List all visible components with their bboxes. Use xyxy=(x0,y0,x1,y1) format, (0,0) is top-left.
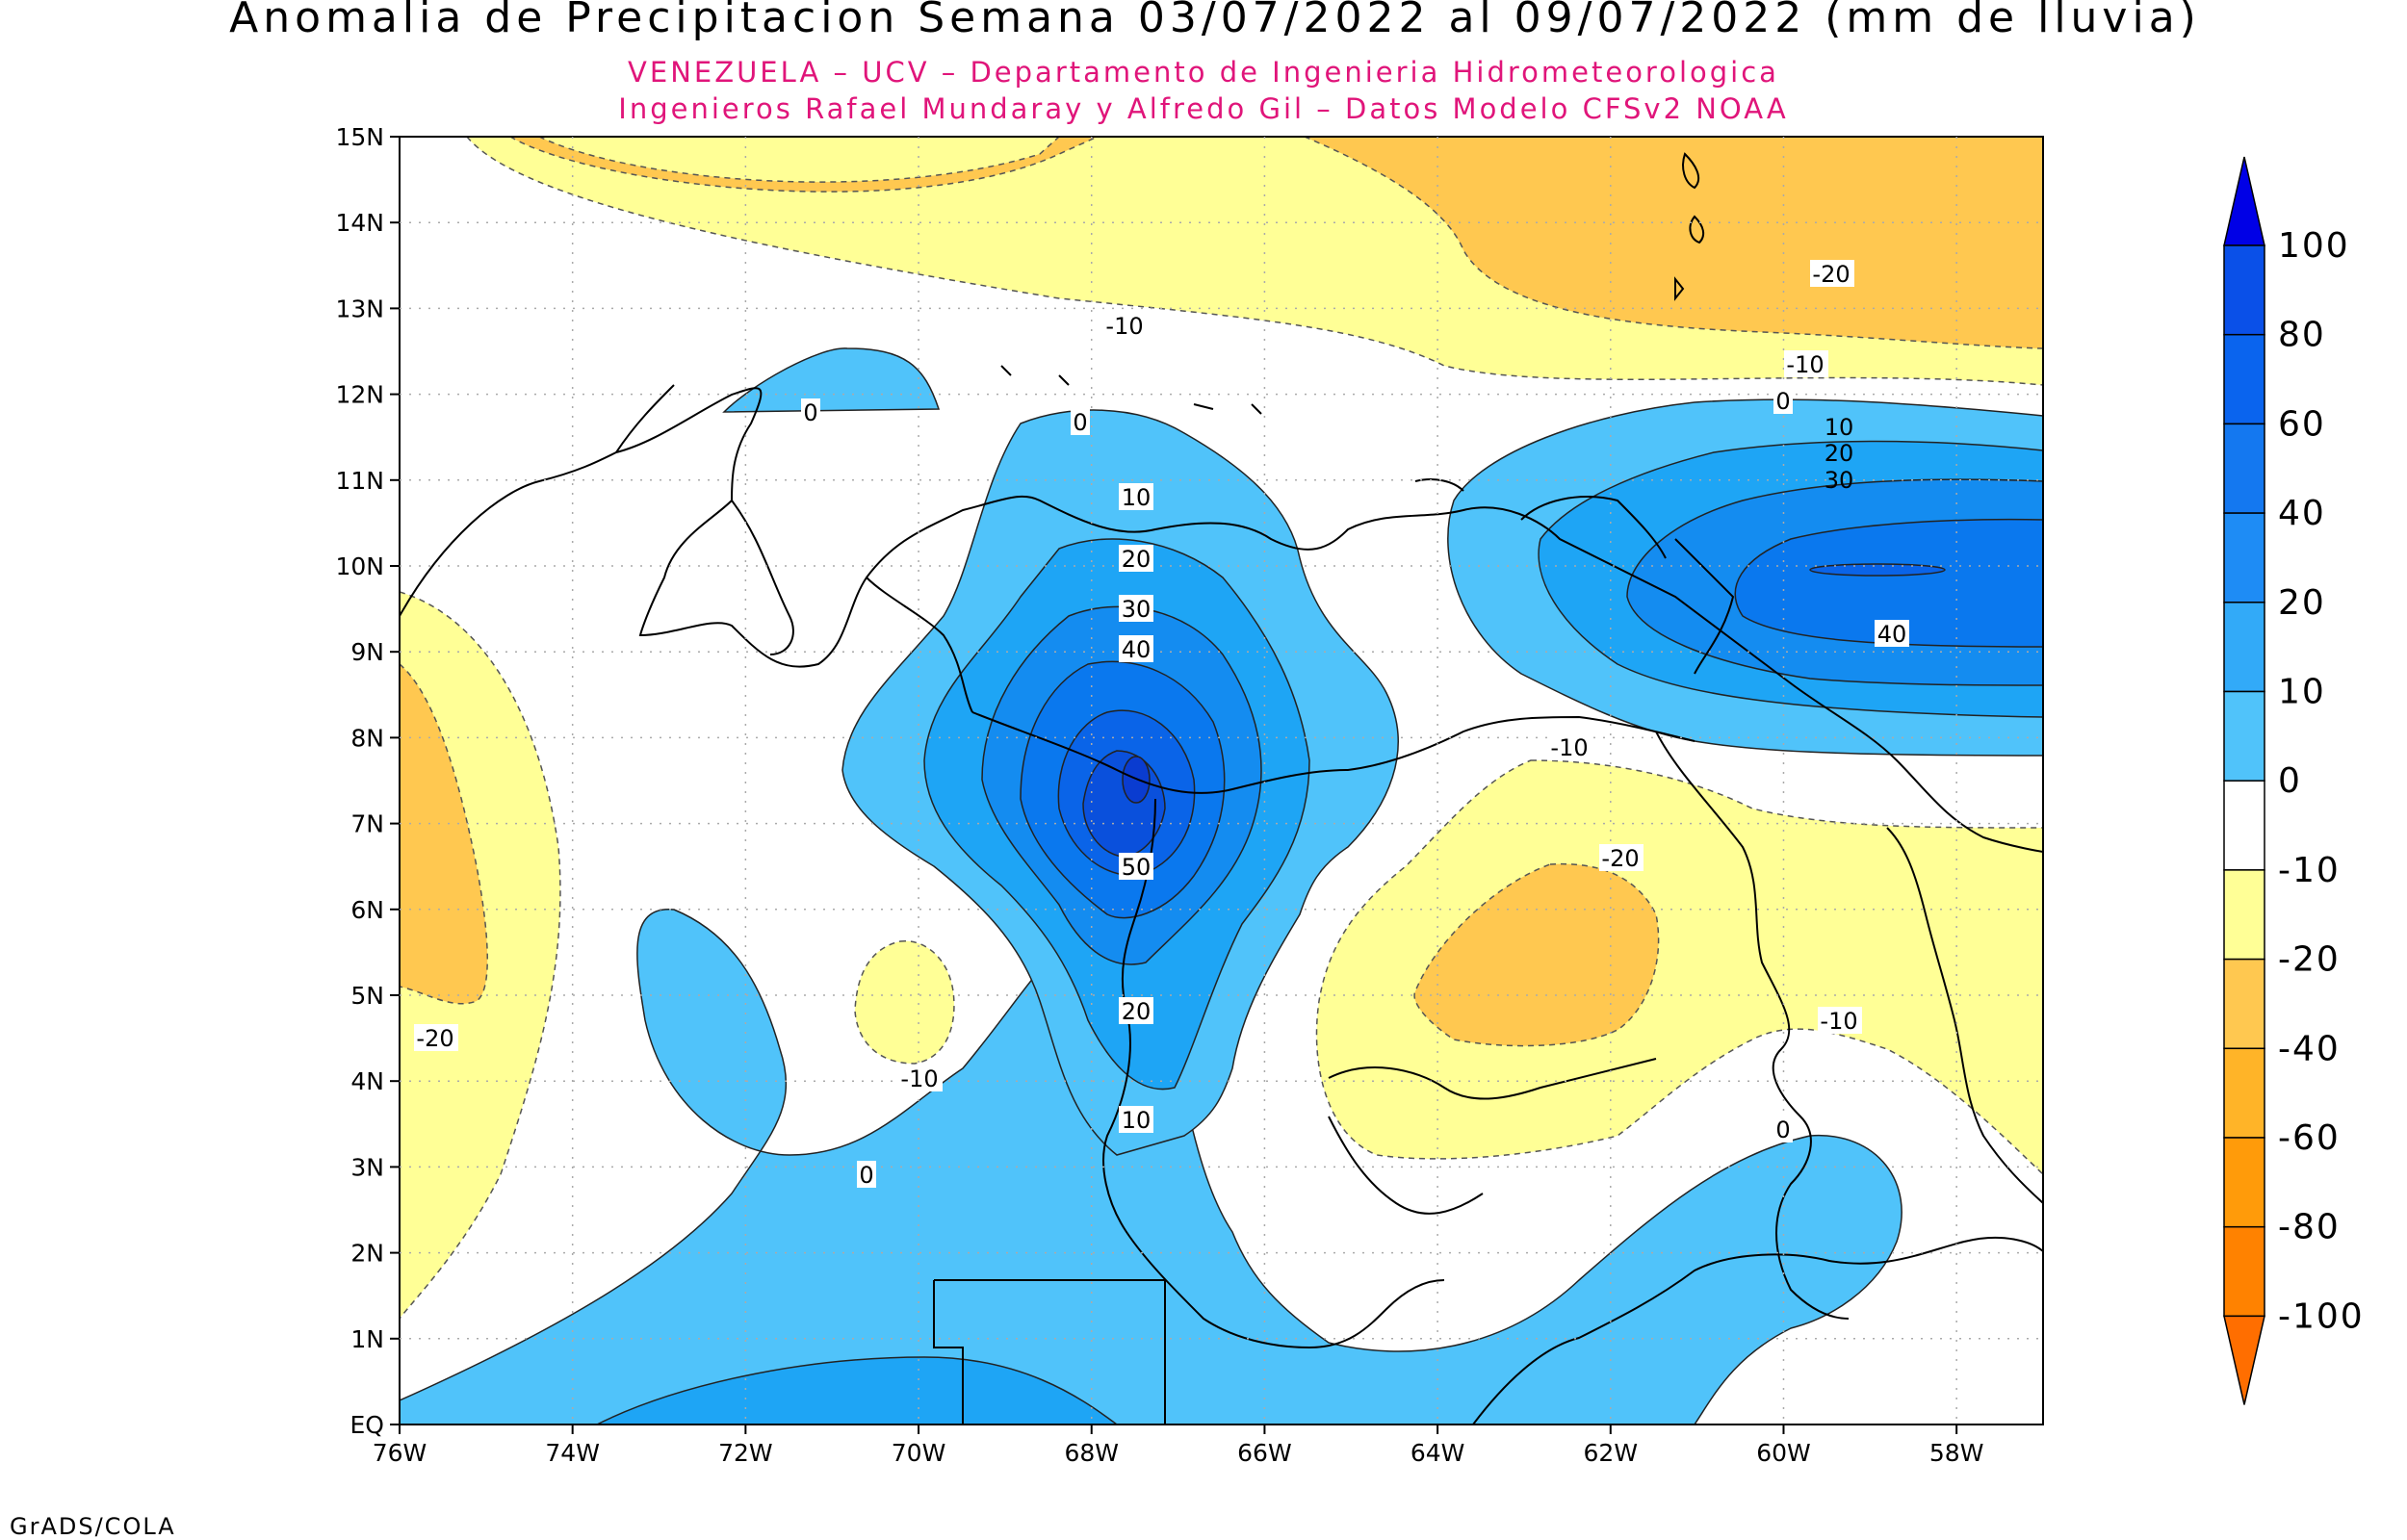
longitude-axis: 76W 74W 72W 70W 68W 66W 64W 62W 60W 58W xyxy=(373,1424,1984,1467)
colorbar-label: -10 xyxy=(2278,851,2341,890)
colorbar-label: -100 xyxy=(2278,1296,2365,1336)
contour-label: 30 xyxy=(1825,467,1854,494)
map-title: Anomalia de Precipitacion Semana 03/07/2… xyxy=(0,0,2407,58)
latitude-tick-label: 2N xyxy=(350,1240,384,1268)
contour-label: -10 xyxy=(900,1065,938,1092)
contour-label: 0 xyxy=(1073,409,1087,436)
contour-label: -20 xyxy=(1812,261,1850,288)
contour-label: 30 xyxy=(1122,596,1152,623)
contour-label: -20 xyxy=(416,1025,453,1052)
latitude-tick-label: 3N xyxy=(350,1153,384,1181)
colorbar-segment xyxy=(2223,780,2265,871)
contour-label: 0 xyxy=(803,399,817,426)
strong-negative-anomaly-north xyxy=(1304,137,2043,349)
longitude-tick-label: 72W xyxy=(718,1439,773,1467)
longitude-tick-label: 60W xyxy=(1756,1439,1811,1467)
contour-labels: -10 -20 -10 0 0 0 10 20 30 40 50 20 10 1… xyxy=(414,260,1909,1189)
latitude-tick-label: EQ xyxy=(350,1411,384,1439)
contour-label: 10 xyxy=(1825,414,1854,441)
latitude-tick-label: 12N xyxy=(335,381,384,409)
contour-label: 10 xyxy=(1122,1107,1152,1134)
longitude-tick-label: 58W xyxy=(1929,1439,1984,1467)
contour-label: 50 xyxy=(1122,854,1152,881)
longitude-tick-label: 64W xyxy=(1411,1439,1465,1467)
positive-anomaly-south-inner xyxy=(596,1356,1119,1424)
latitude-tick-label: 10N xyxy=(335,552,384,580)
latitude-tick-label: 6N xyxy=(350,896,384,924)
colorbar-label: -60 xyxy=(2278,1118,2341,1158)
svg-text:Anomalia de Precipitacion Sema: Anomalia de Precipitacion Semana 03/07/2… xyxy=(229,0,2201,42)
map-frame xyxy=(399,136,2044,1425)
longitude-tick-label: 68W xyxy=(1064,1439,1119,1467)
colorbar-segment xyxy=(2223,958,2265,1050)
colorbar-segment xyxy=(2223,1225,2265,1318)
contour-label: -10 xyxy=(1820,1008,1857,1035)
colorbar-segment xyxy=(2223,1137,2265,1228)
colorbar-segment xyxy=(2223,423,2265,514)
colorbar-min-arrow xyxy=(2223,1315,2265,1405)
subtitle-line-1: VENEZUELA – UCV – Departamento de Ingeni… xyxy=(628,56,1779,89)
colorbar-label: 10 xyxy=(2278,673,2326,712)
colorbar-label: -80 xyxy=(2278,1208,2341,1247)
longitude-tick-label: 74W xyxy=(545,1439,600,1467)
colorbar-label: 80 xyxy=(2278,316,2326,355)
contour-label: 20 xyxy=(1825,440,1854,467)
contour-label: 40 xyxy=(1877,621,1907,648)
colorbar-label: -20 xyxy=(2278,940,2341,980)
colorbar-segment xyxy=(2223,333,2265,425)
colorbar-label: 100 xyxy=(2278,226,2350,266)
contour-label: -10 xyxy=(1105,313,1143,340)
colorbar-segment xyxy=(2223,690,2265,782)
colorbar-label: -40 xyxy=(2278,1029,2341,1068)
colorbar-label: 0 xyxy=(2278,761,2302,801)
contour-label: 10 xyxy=(1122,484,1152,511)
strong-negative-anomaly-east xyxy=(1413,862,1660,1047)
contour-label: 0 xyxy=(859,1162,873,1189)
colorbar-segment xyxy=(2223,1047,2265,1139)
latitude-tick-label: 1N xyxy=(350,1325,384,1353)
negative-anomaly-center xyxy=(854,940,955,1065)
subtitle-line-2: Ingenieros Rafael Mundaray y Alfredo Gil… xyxy=(618,92,1789,125)
longitude-tick-label: 62W xyxy=(1584,1439,1639,1467)
colorbar-segment xyxy=(2223,602,2265,693)
contour-label: -20 xyxy=(1601,845,1639,872)
positive-anomaly-northwest xyxy=(722,347,941,413)
contour-label: 0 xyxy=(1775,388,1790,415)
latitude-tick-label: 7N xyxy=(350,810,384,838)
latitude-tick-label: 4N xyxy=(350,1067,384,1095)
contour-label: -10 xyxy=(1550,734,1588,761)
contour-label: -10 xyxy=(1786,351,1824,378)
longitude-tick-label: 76W xyxy=(373,1439,427,1467)
strong-negative-anomaly-west xyxy=(400,663,488,1005)
longitude-tick-label: 66W xyxy=(1237,1439,1292,1467)
colorbar-segment xyxy=(2223,512,2265,603)
coastlines-and-borders xyxy=(400,152,2043,1424)
colorbar-segment xyxy=(2223,244,2265,336)
latitude-tick-label: 8N xyxy=(350,724,384,752)
latitude-axis: 15N 14N 13N 12N 11N 10N 9N 8N 7N 6N 5N 4N 3N 2N 1N EQ xyxy=(335,123,400,1439)
software-credit: GrADS/COLA xyxy=(10,1513,176,1540)
longitude-tick-label: 70W xyxy=(892,1439,946,1467)
contour-label: 0 xyxy=(1775,1116,1790,1143)
colorbar-segment xyxy=(2223,869,2265,961)
latitude-tick-label: 14N xyxy=(335,209,384,237)
contour-label: 20 xyxy=(1122,546,1152,573)
colorbar-label: 60 xyxy=(2278,404,2326,444)
latitude-tick-label: 15N xyxy=(335,123,384,151)
latitude-tick-label: 9N xyxy=(350,638,384,666)
colorbar-label: 20 xyxy=(2278,583,2326,623)
contour-label: 40 xyxy=(1122,636,1152,663)
negative-anomaly-east xyxy=(1315,759,2043,1176)
shaded-anomaly-fields xyxy=(400,137,2043,1424)
latitude-tick-label: 5N xyxy=(350,982,384,1010)
colorbar-label: 40 xyxy=(2278,494,2326,533)
contour-label: 20 xyxy=(1122,998,1152,1025)
colorbar-max-arrow xyxy=(2223,156,2265,246)
latitude-tick-label: 13N xyxy=(335,295,384,322)
latitude-tick-label: 11N xyxy=(335,467,384,495)
